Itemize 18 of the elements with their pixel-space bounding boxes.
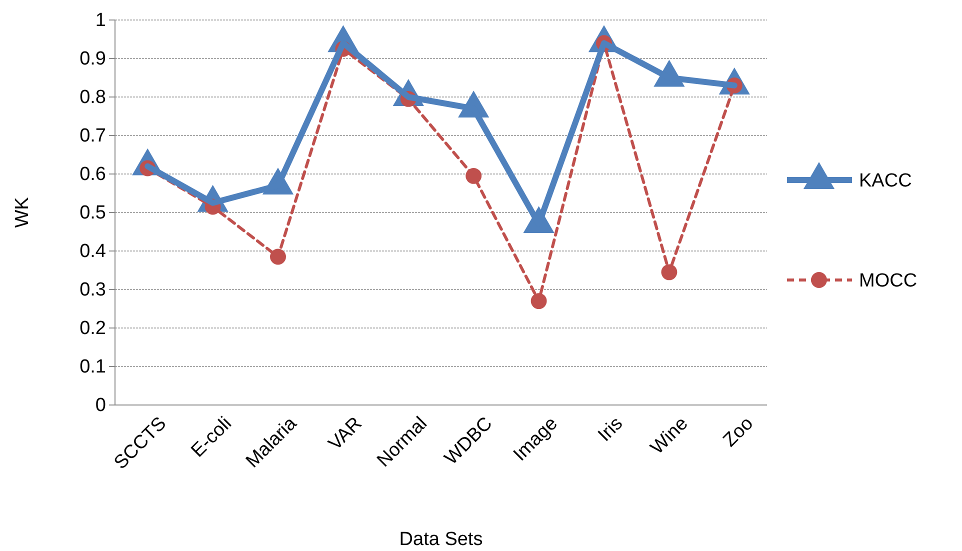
y-tick-label: 0.4 xyxy=(80,241,106,262)
y-tick-label: 0.8 xyxy=(80,87,106,108)
y-tick-label: 0 xyxy=(95,395,106,416)
y-tick-label: 0.2 xyxy=(80,318,106,340)
y-tick-label: 0.9 xyxy=(80,48,106,70)
y-tick-label: 0.6 xyxy=(80,164,106,186)
x-axis-title: Data Sets xyxy=(399,529,483,550)
y-tick-label: 0.7 xyxy=(80,126,106,147)
x-tick-label: Zoo xyxy=(719,413,758,452)
y-tick-label: 1 xyxy=(95,10,106,32)
x-tick-label: Iris xyxy=(594,413,628,446)
y-tick-label: 0.5 xyxy=(80,202,106,224)
legend-label: KACC xyxy=(859,170,912,192)
y-tick-label: 0.1 xyxy=(80,356,106,378)
x-tick-label: VAR xyxy=(324,413,366,455)
y-axis-title: WK xyxy=(12,196,33,228)
legend-label: MOCC xyxy=(859,270,918,292)
y-tick-label: 0.3 xyxy=(80,280,106,301)
